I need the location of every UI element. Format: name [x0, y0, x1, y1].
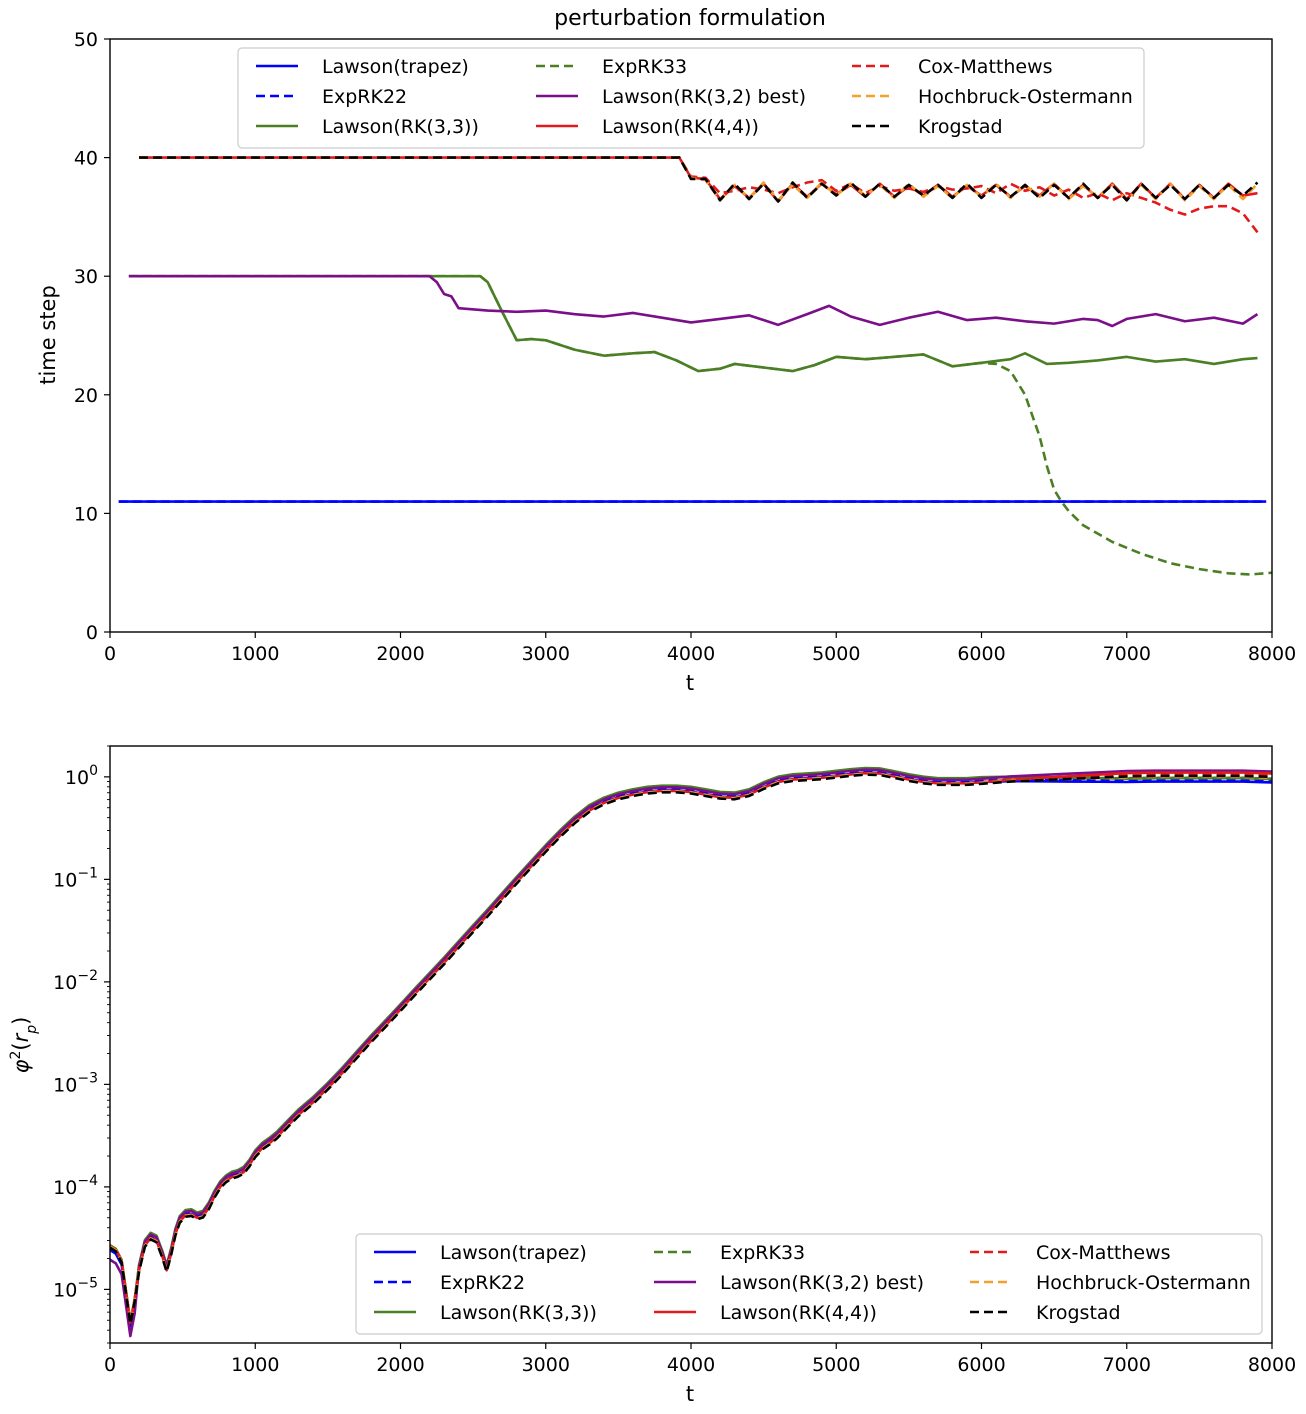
- top-y-axis-label: time step: [36, 285, 60, 385]
- bottom-plot-frame: [109, 745, 1273, 1344]
- bottom-x-tick-label: 1000: [231, 1354, 279, 1376]
- top-legend-label-lawson-trapez: Lawson(trapez): [322, 56, 469, 78]
- top-series-krogstad: [139, 156, 1259, 203]
- top-y-tick-label: 0: [86, 622, 98, 644]
- top-x-tick-label: 6000: [957, 643, 1005, 665]
- top-x-tick-label: 3000: [522, 643, 570, 665]
- bottom-x-tick-label: 3000: [522, 1354, 570, 1376]
- top-x-axis-label: t: [686, 671, 694, 695]
- bottom-legend-label-lawson-trapez: Lawson(trapez): [440, 1242, 587, 1264]
- top-x-tick-label: 2000: [376, 643, 424, 665]
- top-y-tick-label: 50: [74, 29, 98, 51]
- bottom-legend: [355, 1233, 1263, 1335]
- top-legend-label-krogstad: Krogstad: [918, 116, 1003, 138]
- bottom-x-tick-label: 7000: [1103, 1354, 1151, 1376]
- top-legend-label-exprk33: ExpRK33: [602, 56, 687, 78]
- bottom-y-tick-label: 10−4: [53, 1173, 98, 1199]
- bottom-legend-label-cox-matthews: Cox-Matthews: [1036, 1242, 1171, 1264]
- bottom-x-tick-label: 6000: [957, 1354, 1005, 1376]
- bottom-x-tick-label: 2000: [376, 1354, 424, 1376]
- top-legend: [237, 47, 1145, 149]
- top-x-tick-label: 4000: [667, 643, 715, 665]
- bottom-y-tick-label: 10−2: [53, 968, 98, 994]
- bottom-y-tick-label: 10−5: [53, 1275, 98, 1301]
- top-legend-label-hochbruck-ostermann: Hochbruck-Ostermann: [918, 86, 1133, 108]
- top-chart-title: perturbation formulation: [554, 6, 826, 31]
- bottom-legend-label-lawson-rk-3-2-best: Lawson(RK(3,2) best): [720, 1272, 924, 1294]
- top-x-tick-label: 1000: [231, 643, 279, 665]
- top-y-tick-label: 20: [74, 385, 98, 407]
- bottom-y-tick-label: 10−1: [53, 865, 98, 891]
- top-legend-label-lawson-rk-3-3: Lawson(RK(3,3)): [322, 116, 479, 138]
- top-plot-frame: [109, 38, 1273, 633]
- top-chart: 0 1000 2000 3000 4000 5000 6000 7000 8000 0 10 20 30…: [74, 29, 1296, 665]
- bottom-series-lawson-rk-3-2-best: [110, 768, 1272, 1338]
- bottom-legend-label-lawson-rk-4-4: Lawson(RK(4,4)): [720, 1302, 877, 1324]
- bottom-x-tick-label: 0: [104, 1354, 116, 1376]
- top-y-tick-label: 10: [74, 503, 98, 525]
- bottom-legend-label-exprk22: ExpRK22: [440, 1272, 525, 1294]
- bottom-x-tick-label: 4000: [667, 1354, 715, 1376]
- bottom-y-axis-label: φ2(rp): [8, 1017, 40, 1074]
- top-series-lawson-rk-3-3: [128, 274, 1258, 373]
- top-legend-label-exprk22: ExpRK22: [322, 86, 407, 108]
- top-legend-label-lawson-rk-3-2-best: Lawson(RK(3,2) best): [602, 86, 806, 108]
- top-series-exprk33: [128, 274, 1272, 576]
- top-series-cox-matthews: [139, 156, 1259, 234]
- top-y-tick-label: 30: [74, 266, 98, 288]
- bottom-y-tick-label: 100: [65, 763, 98, 789]
- top-x-tick-label: 8000: [1248, 643, 1296, 665]
- bottom-chart: 0 1000 2000 3000 4000 5000 6000 7000 8000 10−5 10−…: [53, 745, 1296, 1376]
- top-y-tick-label: 40: [74, 148, 98, 170]
- top-x-tick-label: 5000: [812, 643, 860, 665]
- bottom-x-axis-label: t: [686, 1382, 694, 1406]
- top-x-tick-label: 7000: [1103, 643, 1151, 665]
- bottom-series-krogstad: [110, 773, 1272, 1326]
- bottom-legend-label-exprk33: ExpRK33: [720, 1242, 805, 1264]
- bottom-legend-label-hochbruck-ostermann: Hochbruck-Ostermann: [1036, 1272, 1251, 1294]
- bottom-y-tick-label: 10−3: [53, 1070, 98, 1096]
- top-legend-label-lawson-rk-4-4: Lawson(RK(4,4)): [602, 116, 759, 138]
- bottom-legend-label-lawson-rk-3-3: Lawson(RK(3,3)): [440, 1302, 597, 1324]
- top-legend-label-cox-matthews: Cox-Matthews: [918, 56, 1053, 78]
- top-x-tick-label: 0: [104, 643, 116, 665]
- bottom-legend-label-krogstad: Krogstad: [1036, 1302, 1121, 1324]
- top-series-lawson-rk-3-2-best: [128, 274, 1259, 328]
- bottom-x-tick-label: 8000: [1248, 1354, 1296, 1376]
- bottom-x-tick-label: 5000: [812, 1354, 860, 1376]
